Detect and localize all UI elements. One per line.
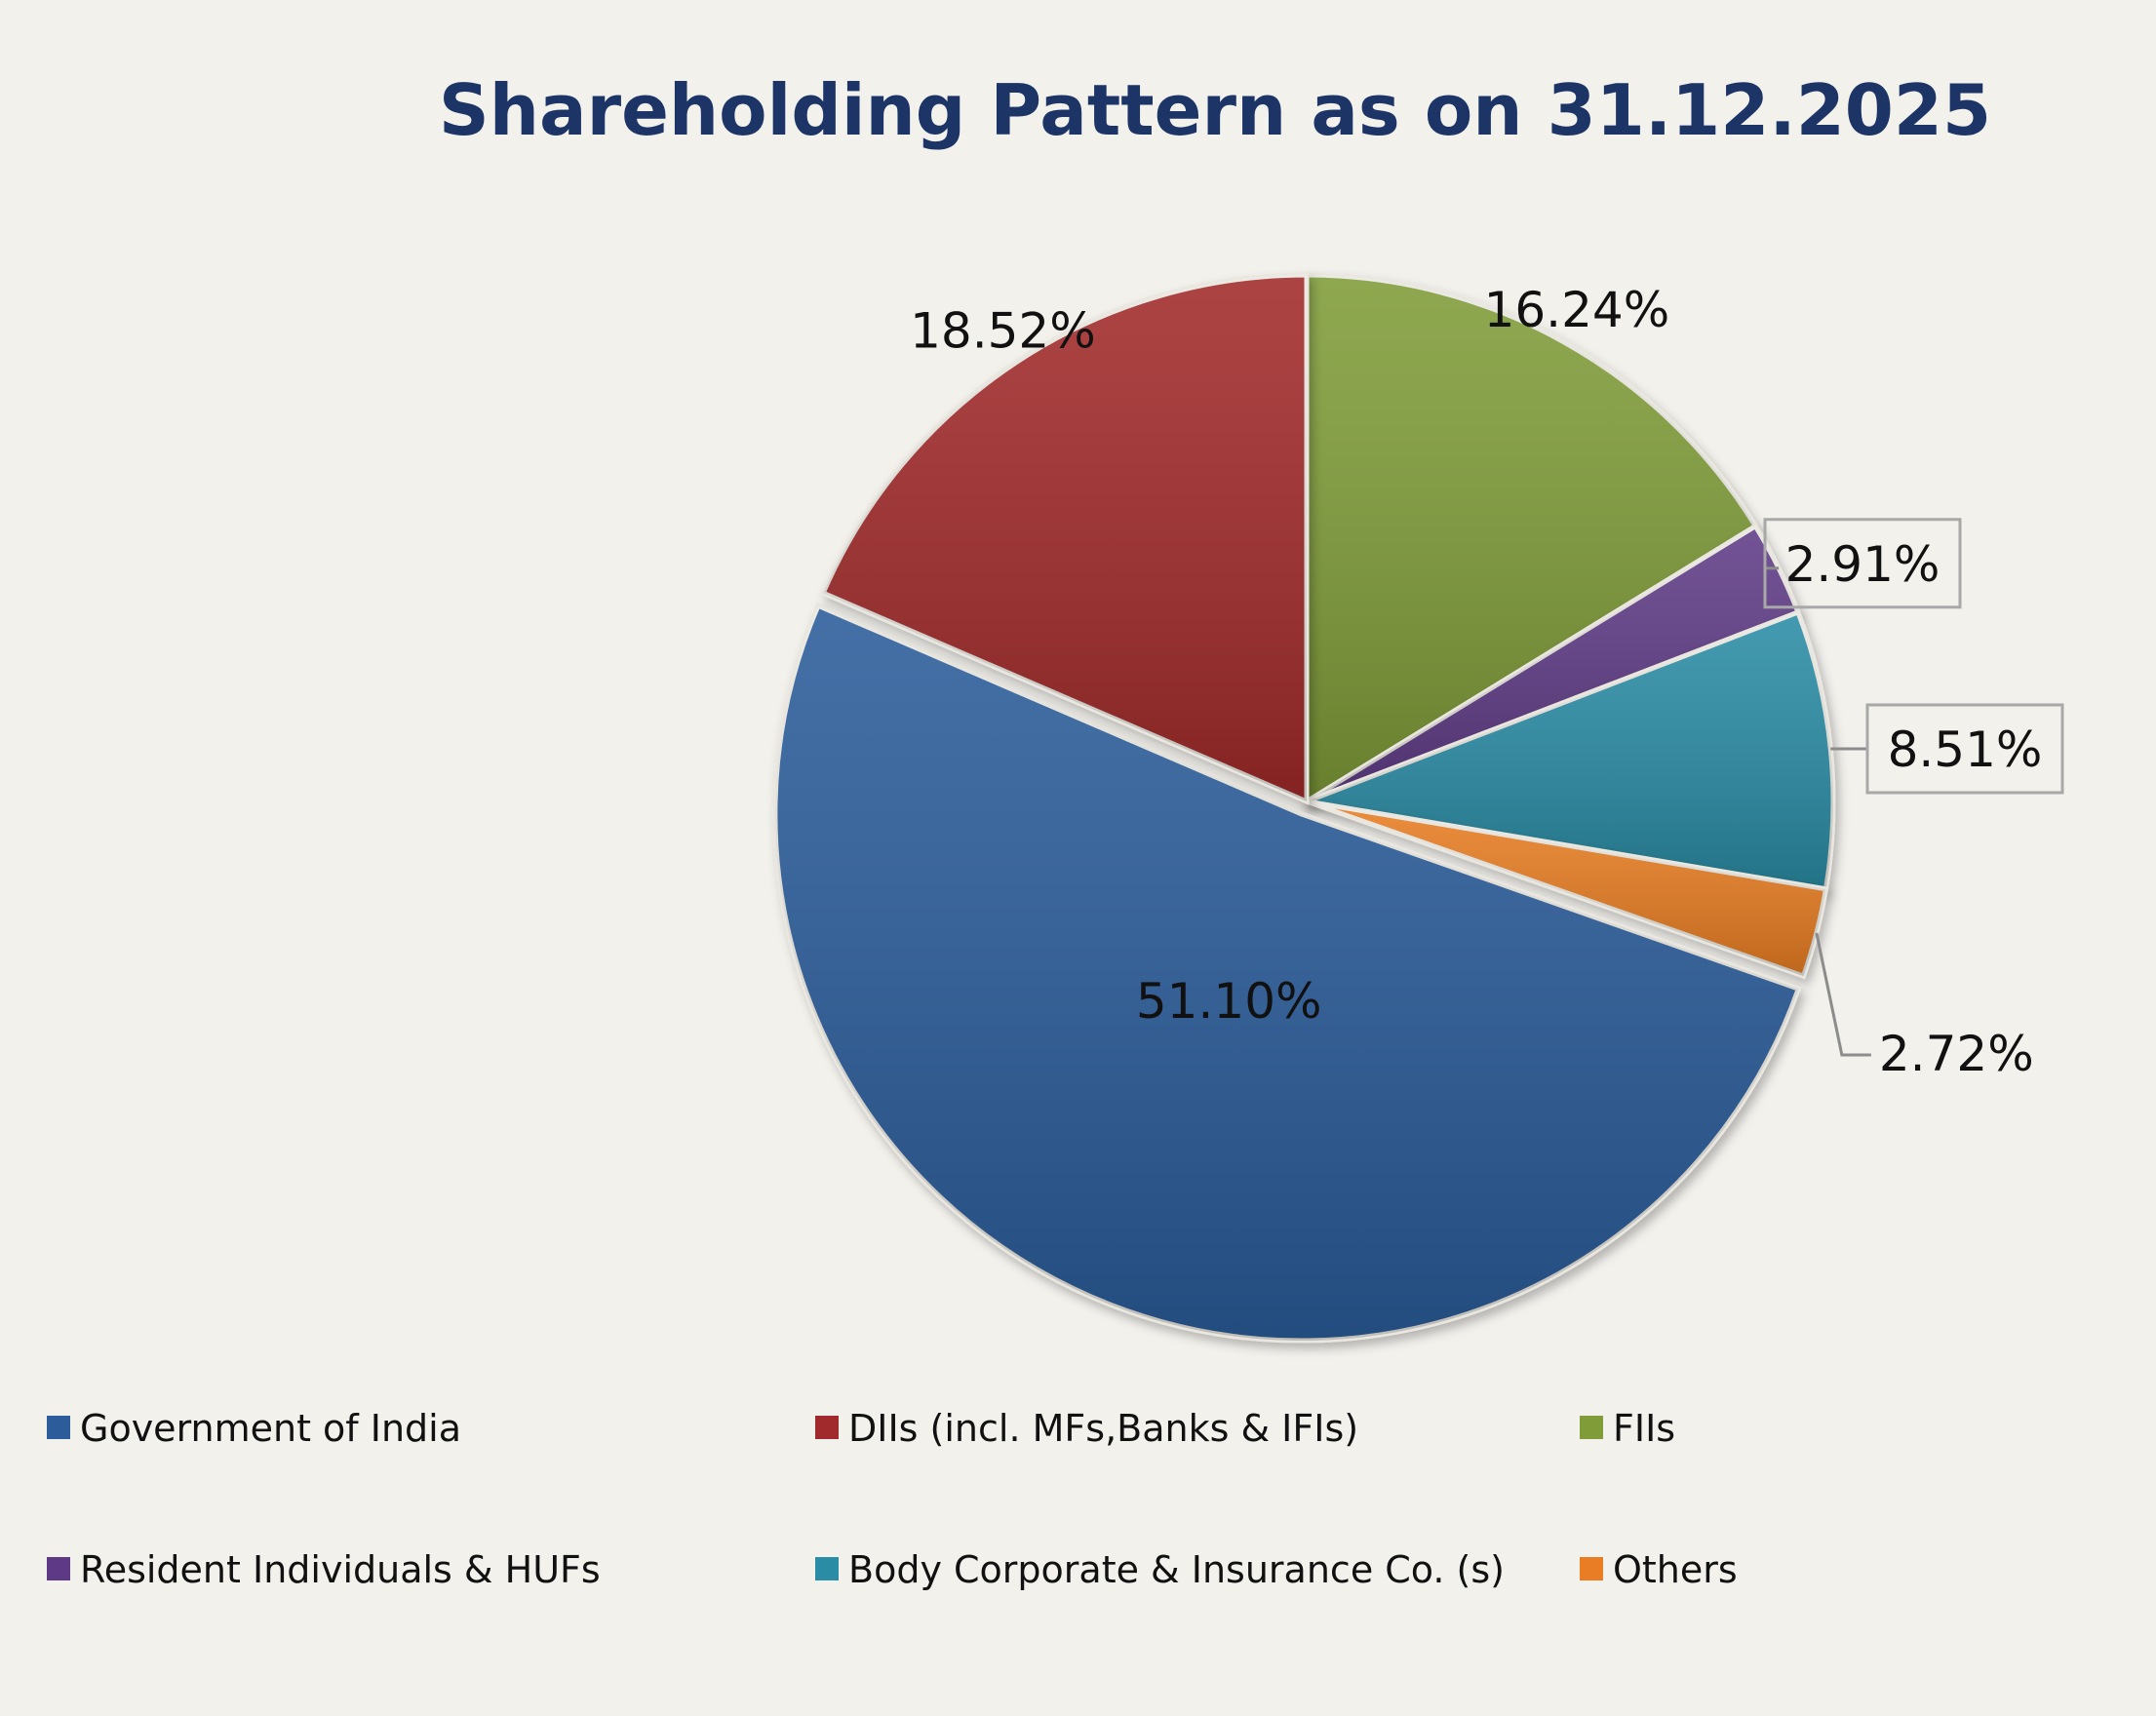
slice-government-of-india xyxy=(772,602,1802,1344)
legend-item-government-of-india: Government of India xyxy=(47,1407,461,1450)
slice-shade-body-corporate-insurance-co-s xyxy=(1307,611,1833,889)
legend-label-others: Others xyxy=(1613,1548,1738,1591)
legend-swatch-body-corporate-insurance-co-s xyxy=(815,1557,839,1580)
slice-shade-others xyxy=(1307,801,1826,977)
data-label-body-corporate-insurance-co-s: 8.51% xyxy=(1888,722,2043,778)
legend-item-others: Others xyxy=(1580,1548,1738,1591)
legend-item-fiis: FIIs xyxy=(1580,1407,1675,1450)
data-label-government-of-india: 51.10% xyxy=(1136,973,1322,1030)
legend-swatch-resident-individuals-hufs xyxy=(47,1557,70,1580)
legend-swatch-government-of-india xyxy=(47,1416,70,1439)
data-label-others: 2.72% xyxy=(1879,1026,2034,1082)
legend-label-fiis: FIIs xyxy=(1613,1407,1675,1450)
legend-label-resident-individuals-hufs: Resident Individuals & HUFs xyxy=(80,1548,601,1591)
data-label-fiis: 16.24% xyxy=(1484,282,1670,338)
slices-layer xyxy=(772,272,1836,1344)
slice-diis-incl-mfs-banks-ifis xyxy=(819,272,1310,805)
legend-swatch-fiis xyxy=(1580,1416,1603,1439)
legend-item-diis-incl-mfs-banks-ifis: DIIs (incl. MFs,Banks & IFIs) xyxy=(815,1407,1358,1450)
legend-label-diis-incl-mfs-banks-ifis: DIIs (incl. MFs,Banks & IFIs) xyxy=(848,1407,1358,1450)
slice-shade-diis-incl-mfs-banks-ifis xyxy=(823,275,1307,801)
slice-body-corporate-insurance-co-s xyxy=(1297,608,1836,892)
leader-line-others xyxy=(1815,932,1871,1057)
legend-label-body-corporate-insurance-co-s: Body Corporate & Insurance Co. (s) xyxy=(848,1548,1505,1591)
data-label-resident-individuals-hufs: 2.91% xyxy=(1785,536,1940,593)
legend-item-body-corporate-insurance-co-s: Body Corporate & Insurance Co. (s) xyxy=(815,1548,1505,1591)
legend-swatch-others xyxy=(1580,1557,1603,1580)
slice-shade-resident-individuals-hufs xyxy=(1307,526,1798,801)
legend: Government of India DIIs (incl. MFs,Banks… xyxy=(47,1407,1738,1591)
slice-shade-fiis xyxy=(1307,275,1756,801)
chart-title: Shareholding Pattern as on 31.12.2025 xyxy=(439,69,1991,151)
data-label-diis-incl-mfs-banks-ifis: 18.52% xyxy=(910,302,1096,359)
callout-box-body-corporate-insurance-co-s xyxy=(1865,703,2064,795)
labels-layer: 16.24% 2.91% 8.51% 2.72% 51.10% 18.52% xyxy=(910,282,2064,1082)
slice-others xyxy=(1306,799,1829,980)
legend-swatch-diis-incl-mfs-banks-ifis xyxy=(815,1416,839,1439)
legend-item-resident-individuals-hufs: Resident Individuals & HUFs xyxy=(47,1548,601,1591)
slice-shade-government-of-india xyxy=(774,605,1799,1342)
callout-box-resident-individuals-hufs xyxy=(1763,518,1962,609)
legend-label-government-of-india: Government of India xyxy=(80,1407,461,1450)
slice-fiis xyxy=(1304,272,1759,806)
